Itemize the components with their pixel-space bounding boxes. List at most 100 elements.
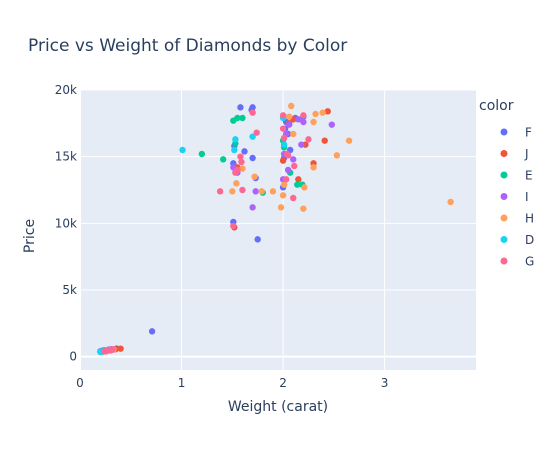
data-point: [280, 134, 288, 142]
legend-title: color: [479, 98, 514, 114]
data-point: [249, 133, 256, 140]
data-point: [319, 109, 326, 116]
data-point: [300, 205, 307, 212]
data-point: [237, 104, 244, 111]
data-point: [288, 102, 295, 110]
data-point: [233, 180, 240, 187]
data-point: [239, 186, 246, 194]
data-point: [324, 108, 331, 115]
data-point: [305, 136, 312, 143]
data-point: [277, 204, 285, 211]
legend-label: J: [524, 147, 529, 161]
data-point: [249, 204, 256, 211]
legend-item-i[interactable]: I: [500, 190, 529, 204]
data-point: [312, 110, 319, 118]
legend-marker: [500, 236, 508, 243]
data-point: [280, 181, 288, 188]
legend-label: G: [525, 255, 534, 269]
legend-item-f[interactable]: F: [500, 126, 533, 140]
data-point: [249, 104, 256, 111]
data-point: [269, 188, 277, 195]
data-point: [251, 173, 258, 180]
data-point: [290, 156, 297, 163]
data-point: [284, 166, 292, 174]
y-tick-label: 5k: [62, 283, 77, 297]
x-tick-label: 2: [279, 376, 287, 390]
data-point: [333, 152, 341, 159]
data-point: [234, 114, 241, 122]
series-g: [101, 109, 312, 355]
data-point: [249, 154, 256, 162]
data-point: [101, 348, 108, 355]
data-point: [328, 121, 336, 128]
x-tick-label: 3: [381, 376, 389, 390]
data-point: [282, 176, 290, 183]
data-point: [321, 137, 328, 144]
data-point: [284, 152, 292, 159]
legend-label: I: [525, 190, 529, 204]
x-tick-label: 0: [76, 376, 84, 390]
y-tick-label: 15k: [55, 150, 77, 164]
data-point: [234, 166, 241, 174]
y-tick-label: 20k: [55, 83, 77, 97]
legend-marker: [500, 171, 508, 179]
data-point: [294, 181, 301, 188]
y-axis-title: Price: [22, 219, 38, 253]
data-point: [239, 114, 246, 122]
data-point: [301, 184, 308, 191]
data-points: [97, 102, 454, 356]
legend-item-j[interactable]: J: [500, 147, 529, 161]
tick-labels: 0 1 2 3 0 5k 10k 15k 20k: [55, 83, 389, 390]
data-point: [179, 146, 186, 154]
legend-marker: [500, 150, 508, 157]
data-point: [310, 118, 317, 126]
data-point: [148, 328, 156, 335]
legend-item-g[interactable]: G: [500, 255, 535, 269]
data-point: [252, 188, 259, 195]
data-point: [231, 146, 238, 154]
legend-label: E: [525, 169, 533, 183]
data-point: [295, 176, 302, 183]
data-point: [254, 236, 261, 243]
data-point: [280, 141, 288, 148]
data-point: [216, 188, 224, 195]
data-point: [290, 194, 297, 202]
data-point: [117, 345, 124, 352]
legend-label: H: [525, 212, 534, 226]
data-point: [310, 164, 317, 171]
data-point: [238, 158, 245, 166]
data-point: [279, 192, 287, 199]
legend-label: F: [525, 126, 532, 140]
data-point: [239, 165, 246, 172]
data-point: [279, 157, 287, 164]
data-point: [285, 121, 293, 128]
legend-item-h[interactable]: H: [500, 212, 535, 226]
data-point: [198, 150, 206, 158]
legend-marker: [500, 193, 508, 200]
data-point: [300, 112, 307, 119]
data-point: [295, 116, 302, 123]
legend-marker: [500, 214, 508, 222]
chart-title: Price vs Weight of Diamonds by Color: [28, 36, 347, 56]
data-point: [345, 137, 353, 144]
data-point: [279, 125, 287, 132]
data-point: [241, 148, 248, 155]
legend-item-d[interactable]: D: [500, 233, 535, 247]
data-point: [249, 109, 256, 116]
legend-label: D: [525, 233, 534, 247]
data-point: [290, 130, 297, 138]
data-point: [219, 156, 227, 163]
legend-marker: [500, 128, 508, 136]
y-tick-label: 10k: [55, 216, 77, 230]
data-point: [279, 112, 287, 119]
data-point: [258, 188, 265, 195]
legend-marker: [500, 257, 508, 265]
x-tick-label: 1: [178, 376, 186, 390]
data-point: [447, 198, 454, 206]
legend-item-e[interactable]: E: [500, 169, 533, 183]
data-point: [230, 222, 237, 230]
y-tick-label: 0: [69, 350, 77, 364]
